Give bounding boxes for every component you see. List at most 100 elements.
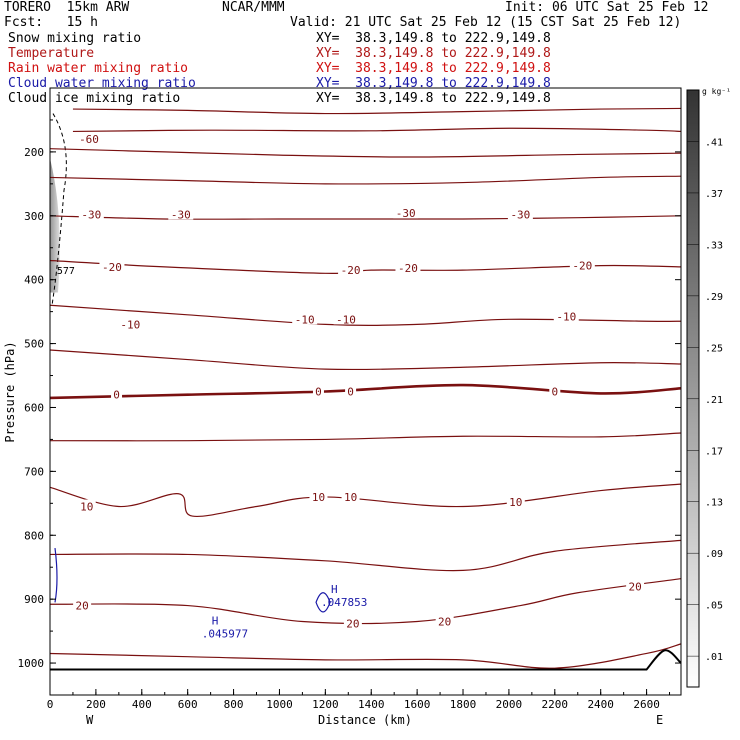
contour-label: -30	[171, 209, 191, 222]
contour-line	[49, 432, 682, 442]
field-rain: Rain water mixing ratio	[8, 61, 189, 76]
contour-line	[49, 215, 682, 220]
contour-label-bg	[341, 489, 360, 502]
contour-label: 10	[344, 491, 357, 504]
contour-label: -30	[510, 209, 530, 222]
x-tick-label: 800	[224, 698, 244, 711]
contour-label-bg	[309, 489, 328, 502]
x-tick-label: 1800	[450, 698, 477, 711]
field-temperature: Temperature	[8, 46, 95, 61]
contour-label-bg	[78, 207, 104, 220]
contour-label: 0	[315, 386, 322, 399]
contour-label: -30	[81, 209, 101, 222]
contour-line	[49, 175, 682, 185]
contour-label-bg	[111, 387, 123, 400]
contour-label: 20	[75, 600, 88, 613]
colorbar-tick-label: .01	[705, 652, 723, 663]
cloud-water-max-marker: H	[331, 583, 338, 596]
cloud-water-closed-contour	[315, 592, 331, 613]
contour-label: 10	[80, 501, 93, 514]
cloud-water-max-value: .047853	[321, 596, 367, 609]
x-tick-label: 1600	[404, 698, 431, 711]
contour-line	[49, 483, 682, 518]
x-tick-label: 2200	[542, 698, 569, 711]
cloud-water-max-value: .045977	[202, 628, 248, 641]
x-tick-label: 200	[86, 698, 106, 711]
y-tick-label: 200	[24, 146, 44, 159]
contour-line	[49, 383, 682, 400]
contour-label-bg	[343, 616, 362, 629]
contour-label: -20	[341, 264, 361, 277]
terrain-surface	[50, 649, 682, 671]
y-tick-label: 700	[24, 465, 44, 478]
plot-frame	[49, 87, 682, 696]
snow-shading: 577	[50, 113, 75, 306]
forecast-hour: Fcst: 15 h	[4, 15, 98, 30]
colorbar-tick-label: .17	[705, 446, 723, 457]
contour-label: 20	[628, 580, 641, 593]
contour-label-bg	[435, 614, 454, 627]
x-tick-label: 400	[132, 698, 152, 711]
x-tick-label: 2000	[496, 698, 523, 711]
contour-label: 10	[312, 491, 325, 504]
y-tick-label: 500	[24, 338, 44, 351]
x-tick-label: 2600	[633, 698, 660, 711]
y-tick-label: 300	[24, 210, 44, 223]
colorbar-tick-label: .37	[705, 189, 723, 200]
contour-label: 20	[438, 616, 451, 629]
contour-label-bg	[333, 312, 359, 325]
snow-contour-line	[51, 113, 67, 306]
snow-label: 577	[57, 266, 75, 277]
y-tick-label: 900	[24, 593, 44, 606]
field-snow: Snow mixing ratio	[8, 31, 142, 46]
model-title: TORERO 15km ARW	[4, 0, 130, 15]
x-tick-label: 1000	[266, 698, 293, 711]
east-label: E	[656, 713, 663, 727]
xy-cloud-ice: XY= 38.3,149.8 to 222.9,149.8	[316, 91, 551, 106]
contour-line	[49, 349, 682, 371]
colorbar-tick-label: .13	[705, 498, 723, 509]
contour-label-bg	[553, 309, 579, 322]
colorbar-tick-label: .29	[705, 292, 723, 303]
contour-label: -20	[102, 261, 122, 274]
x-tick-label: 1200	[312, 698, 339, 711]
contour-line	[72, 127, 682, 133]
contour-label: 0	[551, 386, 558, 399]
contour-label: -10	[295, 313, 315, 326]
colorbar-tick-label: .09	[705, 549, 723, 560]
contour-label: -20	[398, 262, 418, 275]
west-label: W	[86, 713, 94, 727]
cloud-water-max-marker: H	[212, 615, 219, 628]
x-tick-label: 600	[178, 698, 198, 711]
colorbar-tick-label: .41	[705, 137, 723, 148]
colorbar-tick-label: .33	[705, 240, 723, 251]
xy-rain: XY= 38.3,149.8 to 222.9,149.8	[316, 61, 551, 76]
contour-label: 0	[113, 389, 120, 402]
contour-label-bg	[549, 384, 561, 397]
contour-label: 0	[347, 386, 354, 399]
contour-label-bg	[312, 384, 324, 397]
contour-label-bg	[99, 259, 125, 272]
x-tick-label: 2400	[587, 698, 614, 711]
contour-label: -20	[572, 260, 592, 273]
y-axis-label: Pressure (hPa)	[3, 341, 17, 442]
contour-label-bg	[393, 206, 419, 219]
x-tick-label: 1400	[358, 698, 385, 711]
valid-time: Valid: 21 UTC Sat 25 Feb 12 (15 CST Sat …	[290, 15, 682, 30]
contour-label-bg	[507, 207, 533, 220]
contour-label-bg	[168, 207, 194, 220]
colorbar-tick-label: .21	[705, 395, 723, 406]
x-axis-label: Distance (km)	[318, 713, 412, 727]
contour-label: -60	[79, 133, 99, 146]
org-label: NCAR/MMM	[222, 0, 285, 15]
contour-label-bg	[338, 263, 364, 276]
y-tick-label: 400	[24, 274, 44, 287]
colorbar-unit: g kg⁻¹	[702, 87, 731, 96]
xy-temperature: XY= 38.3,149.8 to 222.9,149.8	[316, 46, 551, 61]
temperature-contour-labels: -60 -30 -30 -30 -30 -20 -20 -20 -20 -10 -10 -10 -10 0…	[73, 132, 645, 630]
contour-label-bg	[345, 384, 357, 397]
colorbar-ramp	[686, 89, 700, 688]
